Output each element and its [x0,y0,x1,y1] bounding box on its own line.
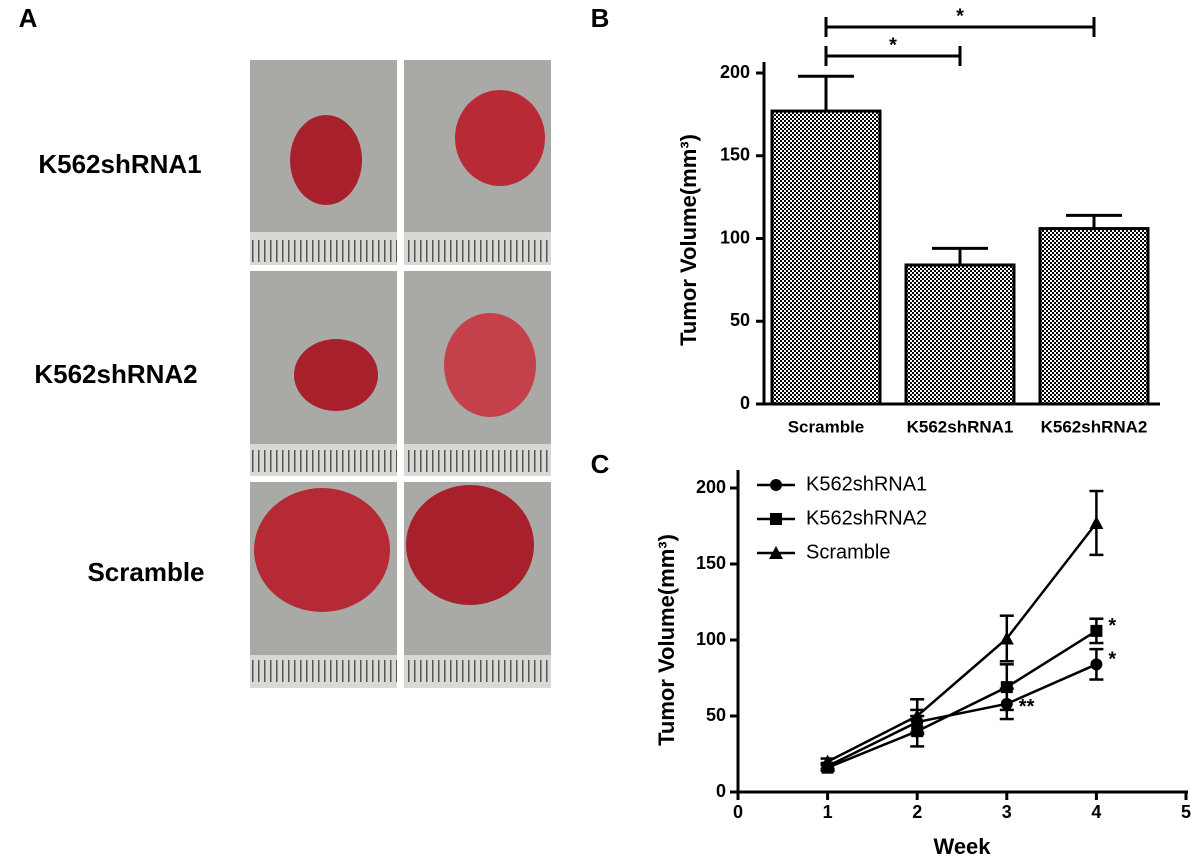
ruler [250,655,397,688]
point [820,754,835,768]
significance-label: * [1108,615,1116,637]
point [1090,658,1103,671]
ruler [404,444,551,476]
significance-label: * [956,5,964,27]
panel-label: C [591,449,610,479]
legend-marker [770,479,782,491]
y-tick-label: 150 [696,553,726,573]
y-tick-label: 100 [696,629,726,649]
x-tick-label: K562shRNA1 [907,417,1014,436]
y-tick-label: 50 [730,310,750,330]
panel-label: B [591,3,610,33]
ruler [404,655,551,688]
series-line [827,629,1098,769]
legend-label: Scramble [806,541,890,563]
x-tick-label: 4 [1091,802,1101,822]
x-tick-label: K562shRNA2 [1041,417,1148,436]
tumor [290,115,362,205]
tumor [444,313,536,417]
ruler [250,232,397,265]
y-axis-title: Tumor Volume(mm³) [654,534,679,746]
significance-label: * [889,34,897,56]
x-tick-label: 3 [1002,802,1012,822]
series-line [827,663,1097,768]
point [999,631,1014,645]
y-tick-label: 0 [740,393,750,413]
x-tick-label: 0 [733,802,743,822]
bar [904,263,1016,406]
tumor [406,485,534,605]
y-axis-title: Tumor Volume(mm³) [676,134,701,346]
tumor [294,339,378,411]
tumor [254,488,390,612]
row-label: Scramble [87,557,204,587]
legend-label: K562shRNA1 [806,473,927,495]
y-tick-label: 100 [720,227,750,247]
bar [1038,227,1150,406]
point [1000,681,1013,694]
row-label: K562shRNA1 [38,149,201,179]
y-tick-label: 50 [706,705,726,725]
y-tick-label: 200 [696,477,726,497]
series-line [827,522,1098,763]
y-tick-label: 0 [716,781,726,801]
tumor [455,90,545,186]
row-label: K562shRNA2 [34,359,197,389]
photo-grid [250,60,551,688]
legend-marker [769,546,783,559]
panel-label: A [19,3,38,33]
legend-label: K562shRNA2 [806,507,927,529]
ruler [250,444,397,476]
significance-label: * [1108,649,1116,671]
point [910,709,925,722]
x-tick-label: Scramble [788,417,865,436]
x-axis-title: Week [933,834,991,859]
point [1089,515,1104,529]
bar [770,109,882,406]
ruler [404,232,551,265]
significance-label: ** [1019,696,1035,718]
x-tick-label: 5 [1181,802,1191,822]
x-tick-label: 2 [912,802,922,822]
y-tick-label: 150 [720,145,750,165]
point [1090,624,1103,637]
y-tick-label: 200 [720,62,750,82]
legend-marker [770,513,782,525]
x-tick-label: 1 [823,802,833,822]
